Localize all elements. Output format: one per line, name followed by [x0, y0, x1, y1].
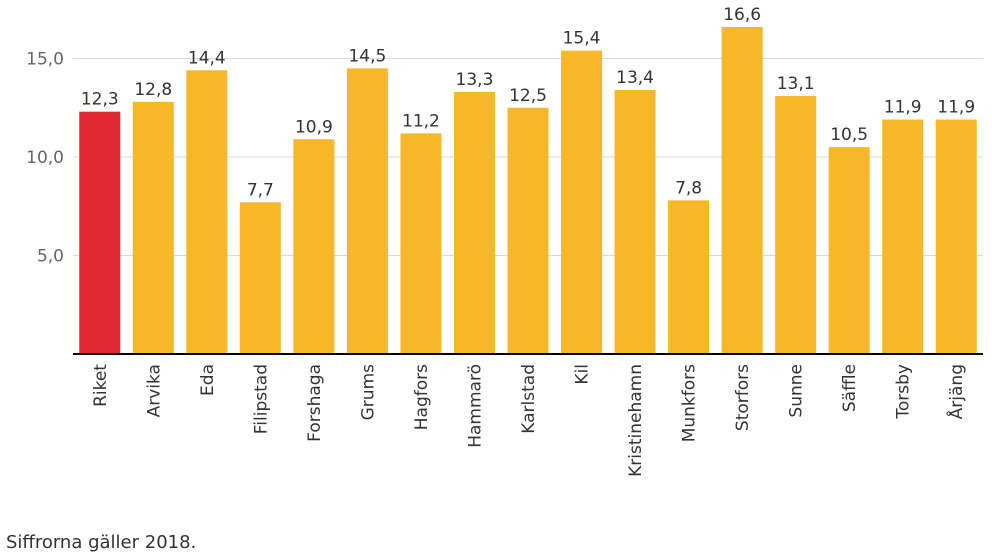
bar [186, 70, 228, 354]
x-category-label: Forshaga [305, 364, 325, 442]
bar [346, 68, 388, 354]
data-label: 14,4 [188, 48, 226, 68]
x-category-label: Arvika [144, 364, 164, 417]
data-label: 12,8 [134, 80, 172, 100]
x-category-label: Filipstad [251, 364, 271, 434]
data-labels: 12,3 12,8 14,4 7,7 10,9 14,5 11,2 13,3 12,5 15,4 1… [81, 5, 975, 200]
x-category-label: Eda [198, 364, 218, 396]
bar [614, 90, 656, 355]
x-category-label: Grums [358, 364, 378, 420]
x-category-label: Hammarö [465, 364, 485, 448]
data-label: 14,5 [348, 46, 386, 66]
bar [507, 107, 549, 354]
data-label: 7,8 [675, 178, 702, 198]
bar [721, 26, 763, 354]
bar [828, 147, 870, 354]
data-label: 13,1 [777, 74, 815, 94]
bar [79, 111, 121, 354]
data-label: 13,3 [456, 70, 494, 90]
bar [132, 101, 174, 354]
data-label: 11,9 [884, 98, 922, 118]
bar [293, 139, 335, 354]
data-label: 15,4 [563, 29, 601, 49]
bar [561, 50, 603, 355]
footnote: Siffrorna gäller 2018. [6, 532, 197, 553]
x-category-label: Kristinehamn [626, 364, 646, 477]
x-category-label: Torsby [894, 364, 914, 420]
bars [79, 26, 977, 355]
x-category-label: Årjäng [945, 364, 967, 419]
data-label: 10,5 [830, 125, 868, 145]
x-category-label: Hagfors [412, 364, 432, 430]
bar [668, 200, 710, 354]
y-tick-label: 15,0 [26, 50, 64, 70]
data-label: 16,6 [723, 5, 761, 25]
bar [775, 95, 817, 355]
data-label: 13,4 [616, 68, 654, 88]
bar [400, 133, 442, 354]
y-tick-label: 10,0 [26, 148, 64, 168]
bar [453, 91, 495, 355]
x-category-label: Riket [91, 364, 111, 407]
y-axis-tick-labels: 5,0 10,0 15,0 [26, 50, 64, 267]
x-category-label: Karlstad [519, 364, 539, 434]
x-category-label: Munkfors [680, 364, 700, 442]
data-label: 7,7 [247, 180, 274, 200]
data-label: 11,9 [937, 98, 975, 118]
x-category-label: Sunne [787, 364, 807, 418]
bar-chart: 5,010,015,0 12,3 12,814,47,710,914,511,21… [26, 5, 983, 477]
data-label: 11,2 [402, 111, 440, 131]
data-label: 12,5 [509, 86, 547, 106]
data-label: 10,9 [295, 117, 333, 137]
x-category-label: Storfors [733, 364, 753, 431]
x-axis-category-labels: Riket Arvika Eda Filipstad Forshaga Grums Hagf… [91, 364, 967, 477]
bar [239, 202, 281, 354]
data-label: 12,3 [81, 90, 119, 110]
y-tick-label: 5,0 [37, 247, 64, 267]
x-category-label: Säffle [840, 364, 860, 412]
bar [882, 119, 924, 354]
x-category-label: Kil [573, 364, 593, 385]
bar [935, 119, 977, 354]
